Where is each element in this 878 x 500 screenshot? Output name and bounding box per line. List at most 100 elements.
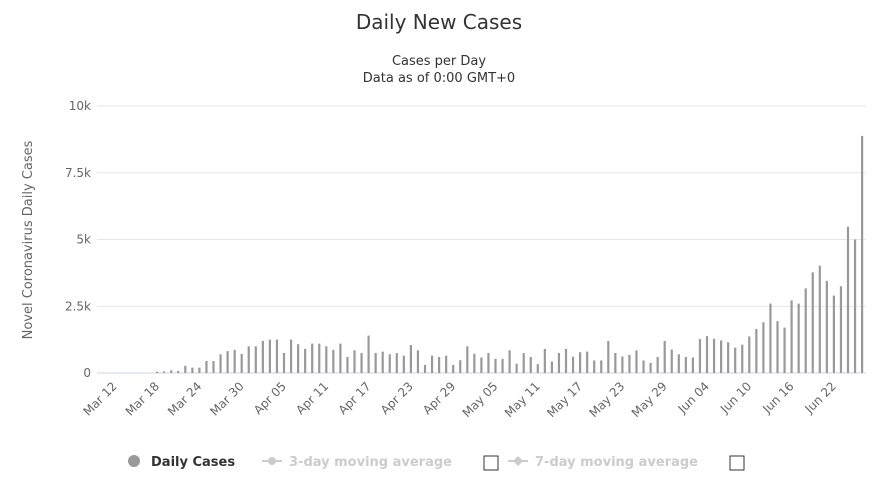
bar[interactable] xyxy=(861,135,864,373)
bar[interactable] xyxy=(254,346,257,373)
bar[interactable] xyxy=(416,350,420,373)
bar[interactable] xyxy=(712,338,716,373)
bar[interactable] xyxy=(593,360,596,373)
bar[interactable] xyxy=(614,352,617,373)
bar[interactable] xyxy=(600,360,603,373)
bar[interactable] xyxy=(438,356,441,373)
bar[interactable] xyxy=(170,370,173,373)
legend-item-daily-cases[interactable]: Daily Cases xyxy=(128,455,235,470)
bar[interactable] xyxy=(339,343,342,373)
bar[interactable] xyxy=(642,360,645,373)
bar[interactable] xyxy=(268,339,271,373)
bar[interactable] xyxy=(698,339,702,373)
bar[interactable] xyxy=(219,354,222,373)
checkbox-7-day-average[interactable] xyxy=(729,455,745,471)
bar[interactable] xyxy=(395,352,398,373)
bar[interactable] xyxy=(360,352,363,373)
bar[interactable] xyxy=(846,226,850,373)
bar[interactable] xyxy=(790,300,793,373)
bar[interactable] xyxy=(628,354,631,373)
bar[interactable] xyxy=(163,371,166,373)
bar[interactable] xyxy=(289,339,293,373)
bar[interactable] xyxy=(353,350,356,373)
bar[interactable] xyxy=(571,356,575,373)
bar[interactable] xyxy=(691,357,694,373)
bar[interactable] xyxy=(325,346,328,373)
bar[interactable] xyxy=(536,364,539,373)
bar[interactable] xyxy=(494,358,497,373)
bar[interactable] xyxy=(205,360,208,373)
bar[interactable] xyxy=(212,360,215,373)
bar[interactable] xyxy=(762,322,765,373)
bar[interactable] xyxy=(839,286,843,373)
bar[interactable] xyxy=(734,347,737,373)
bar[interactable] xyxy=(247,346,250,373)
bar[interactable] xyxy=(550,361,553,373)
bar[interactable] xyxy=(402,355,405,373)
bar[interactable] xyxy=(459,360,462,373)
bar[interactable] xyxy=(543,348,546,373)
bar[interactable] xyxy=(635,350,638,373)
bar[interactable] xyxy=(226,351,229,373)
bar[interactable] xyxy=(430,355,434,373)
bar[interactable] xyxy=(367,335,370,373)
bar[interactable] xyxy=(177,370,180,373)
bar[interactable] xyxy=(445,355,448,373)
bar[interactable] xyxy=(748,336,751,373)
bar[interactable] xyxy=(741,344,744,373)
bar[interactable] xyxy=(233,349,236,373)
bar[interactable] xyxy=(649,362,652,373)
bar[interactable] xyxy=(755,328,758,373)
bar[interactable] xyxy=(409,344,412,373)
bar[interactable] xyxy=(663,340,666,373)
bar[interactable] xyxy=(452,364,455,373)
bar[interactable] xyxy=(473,353,476,373)
bar[interactable] xyxy=(311,343,314,373)
bar[interactable] xyxy=(607,340,610,373)
legend-item-7-day-average[interactable]: 7-day moving average xyxy=(508,455,698,470)
bar[interactable] xyxy=(677,354,680,373)
bar[interactable] xyxy=(804,288,807,373)
bar[interactable] xyxy=(727,342,730,373)
bar[interactable] xyxy=(579,352,582,373)
bar[interactable] xyxy=(388,354,391,373)
bar[interactable] xyxy=(515,363,518,373)
bar[interactable] xyxy=(318,343,321,373)
bar[interactable] xyxy=(818,265,821,373)
bar[interactable] xyxy=(275,339,279,373)
bar[interactable] xyxy=(586,351,589,373)
bar[interactable] xyxy=(332,349,335,373)
bar[interactable] xyxy=(282,352,286,373)
bar[interactable] xyxy=(825,280,828,373)
bar[interactable] xyxy=(684,356,687,373)
bar[interactable] xyxy=(381,351,384,373)
bar[interactable] xyxy=(783,327,786,373)
checkbox-3-day-average[interactable] xyxy=(483,455,499,471)
bar[interactable] xyxy=(374,352,377,373)
legend-item-3-day-average[interactable]: 3-day moving average xyxy=(262,455,452,470)
bar[interactable] xyxy=(670,349,673,373)
bar[interactable] xyxy=(261,340,264,373)
bar[interactable] xyxy=(621,356,624,373)
bar[interactable] xyxy=(297,344,300,373)
bar[interactable] xyxy=(832,295,835,373)
bar[interactable] xyxy=(811,272,814,373)
bar[interactable] xyxy=(198,367,201,373)
bar[interactable] xyxy=(656,356,659,373)
bar[interactable] xyxy=(184,365,187,373)
bar[interactable] xyxy=(508,350,511,373)
bar[interactable] xyxy=(156,371,159,373)
bar[interactable] xyxy=(853,239,857,374)
bar[interactable] xyxy=(423,364,427,373)
bar[interactable] xyxy=(346,356,349,373)
bar[interactable] xyxy=(529,356,532,373)
bar[interactable] xyxy=(776,321,779,373)
bar[interactable] xyxy=(304,348,307,373)
bar[interactable] xyxy=(191,367,194,373)
bar[interactable] xyxy=(564,348,568,373)
bar[interactable] xyxy=(487,352,490,373)
bar[interactable] xyxy=(705,336,709,373)
bar[interactable] xyxy=(769,303,772,373)
bar[interactable] xyxy=(797,303,800,373)
bar[interactable] xyxy=(720,340,723,373)
